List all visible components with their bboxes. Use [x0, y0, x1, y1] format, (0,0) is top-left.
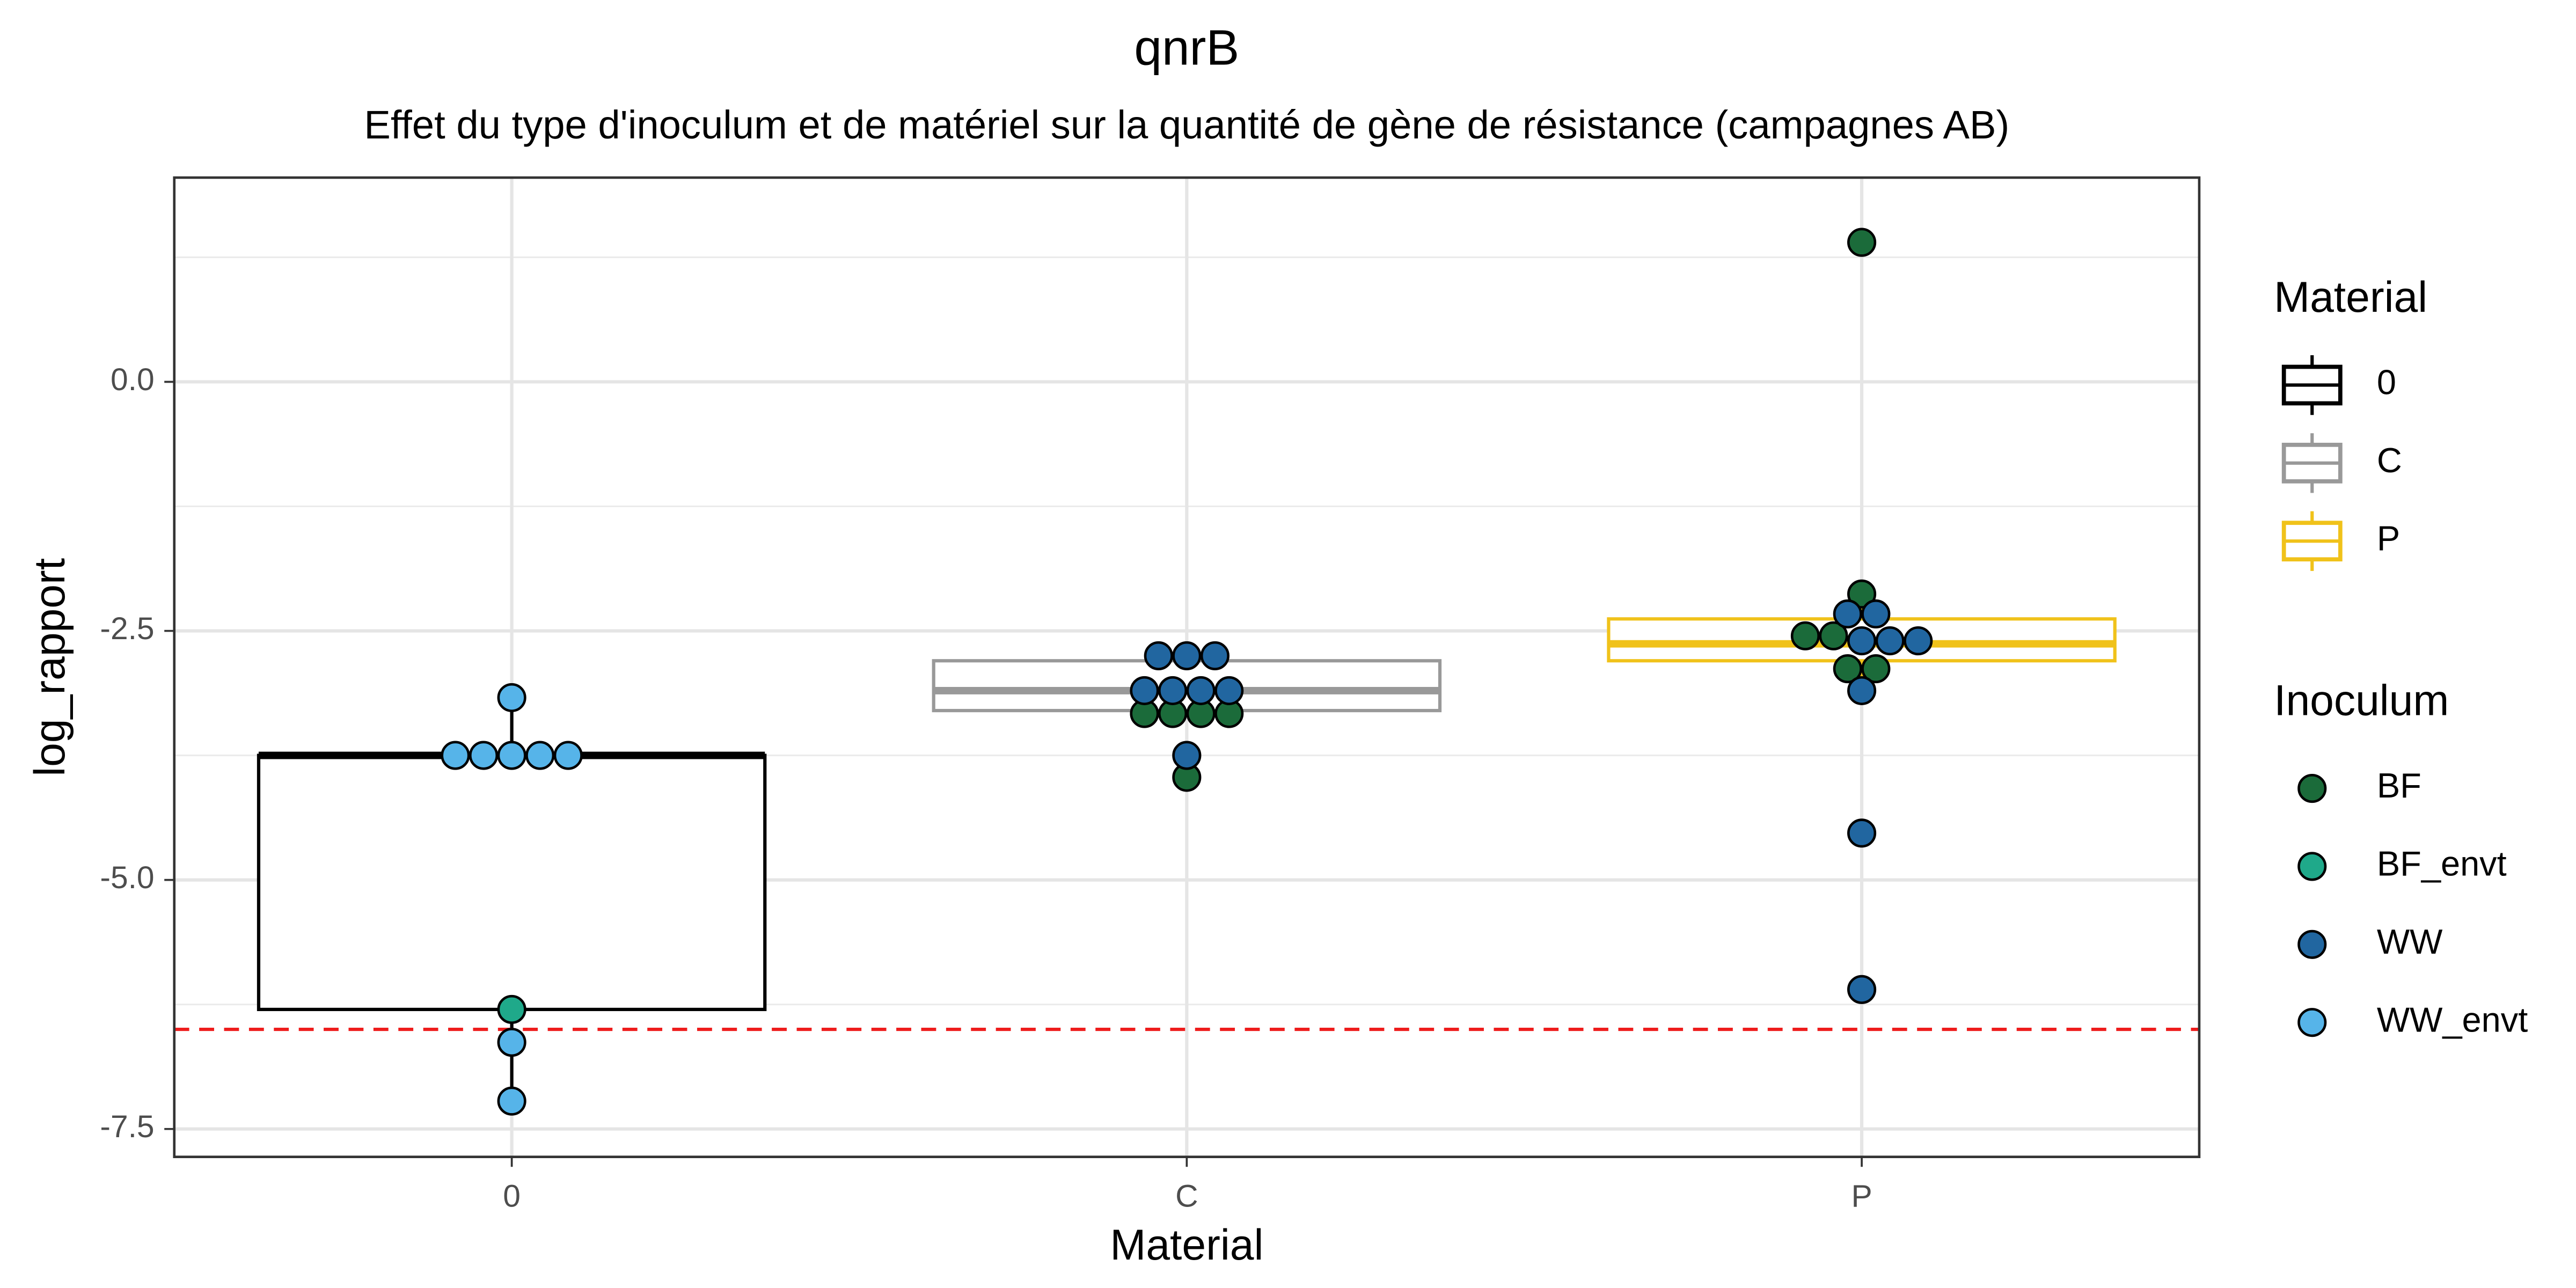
- x-tick-label: P: [1851, 1179, 1872, 1214]
- legend-label: C: [2377, 441, 2402, 480]
- point: [525, 741, 555, 770]
- point: [1847, 228, 1877, 257]
- legend-marker: [2297, 852, 2327, 881]
- point: [1186, 676, 1216, 705]
- point: [497, 683, 526, 712]
- box: [257, 753, 767, 1012]
- y-tick-label: -2.5: [100, 611, 154, 646]
- point: [1172, 741, 1202, 770]
- point: [1144, 641, 1173, 671]
- point: [1847, 818, 1877, 848]
- point: [1833, 654, 1862, 684]
- legend-label: BF_envt: [2377, 844, 2507, 883]
- legend-marker: [2297, 1008, 2327, 1037]
- point: [469, 741, 499, 770]
- point: [1790, 621, 1820, 650]
- point: [1200, 641, 1230, 671]
- point: [1847, 676, 1877, 705]
- point: [1214, 676, 1244, 705]
- point: [1130, 676, 1159, 705]
- legend-marker: [2297, 774, 2327, 803]
- point: [1172, 641, 1202, 671]
- point: [1904, 626, 1933, 656]
- legend-marker: [2297, 930, 2327, 959]
- y-tick-label: -7.5: [100, 1109, 154, 1144]
- legend-label: WW_envt: [2377, 1000, 2528, 1039]
- point: [1861, 654, 1891, 684]
- point: [497, 1086, 526, 1116]
- point: [553, 741, 583, 770]
- x-axis-label: Material: [1110, 1221, 1263, 1269]
- point: [497, 994, 526, 1024]
- point: [1158, 676, 1188, 705]
- point: [1861, 599, 1891, 629]
- legend-title: Inoculum: [2274, 677, 2449, 725]
- point: [1847, 626, 1877, 656]
- point: [1833, 599, 1862, 629]
- x-tick-label: C: [1175, 1179, 1198, 1214]
- chart-title: qnrB: [1134, 19, 1239, 75]
- point: [1819, 621, 1848, 650]
- point: [1847, 975, 1877, 1004]
- legend-title: Material: [2274, 273, 2427, 321]
- legend-label: P: [2377, 518, 2400, 558]
- y-axis-label: log_rapport: [26, 558, 74, 777]
- point: [1875, 626, 1905, 656]
- point: [441, 741, 470, 770]
- legend-label: 0: [2377, 363, 2396, 402]
- y-tick-label: -5.0: [100, 860, 154, 895]
- legend-label: BF: [2377, 766, 2421, 805]
- plot-frame: [173, 176, 2201, 1158]
- chart-subtitle: Effet du type d'inoculum et de matériel …: [364, 103, 2009, 147]
- x-tick-label: 0: [503, 1179, 521, 1214]
- y-tick-label: 0.0: [111, 362, 155, 397]
- point: [1847, 579, 1877, 609]
- point: [497, 741, 526, 770]
- legend-label: WW: [2377, 922, 2443, 961]
- point: [497, 1028, 526, 1057]
